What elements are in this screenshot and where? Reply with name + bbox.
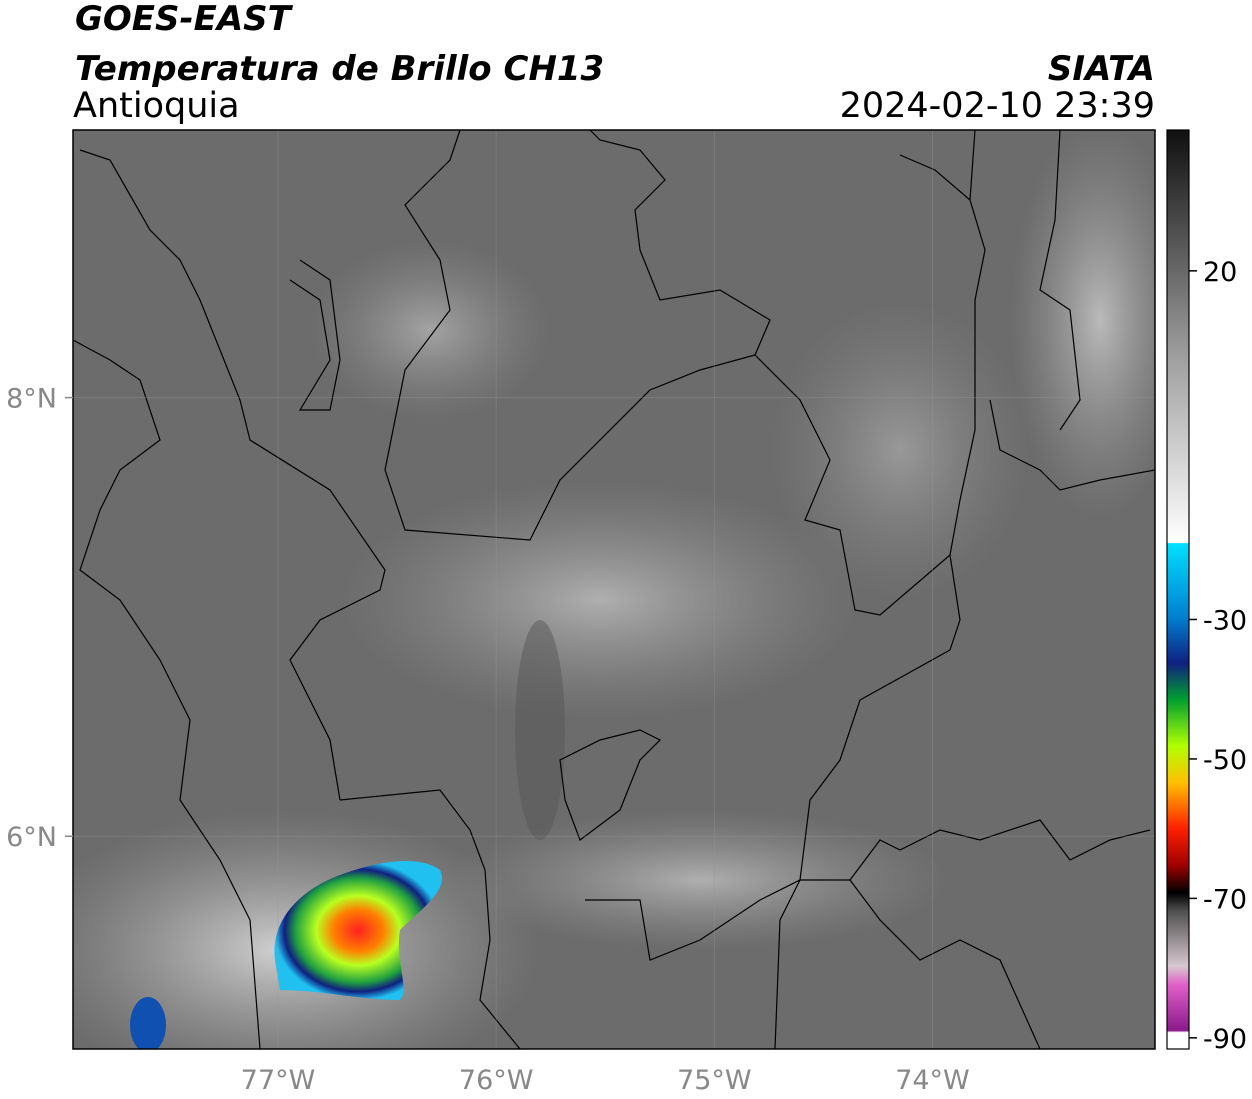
colorbar-label: -90 xyxy=(1203,1024,1247,1055)
lon-label: 75°W xyxy=(677,1065,752,1096)
subtitle: Temperatura de Brillo CH13 xyxy=(75,49,604,89)
lon-label: 76°W xyxy=(459,1065,534,1096)
datetime: 2024-02-10 23:39 xyxy=(840,86,1155,126)
colorbar-label: -70 xyxy=(1203,884,1247,915)
lon-label: 74°W xyxy=(895,1065,970,1096)
borders xyxy=(73,130,1155,1049)
region: Antioquia xyxy=(73,86,240,126)
colorbar xyxy=(1166,129,1190,1050)
colorbar-label: 20 xyxy=(1203,257,1237,288)
map-frame xyxy=(72,129,1156,1050)
source: SIATA xyxy=(1048,49,1155,89)
title: GOES-EAST xyxy=(75,0,294,39)
lon-label: 77°W xyxy=(241,1065,316,1096)
lat-label: 8°N xyxy=(6,384,57,415)
colorbar-label: -30 xyxy=(1203,605,1247,636)
lat-label: 6°N xyxy=(6,822,57,853)
colorbar-label: -50 xyxy=(1203,745,1247,776)
graticule xyxy=(73,130,1155,1049)
map-image xyxy=(73,130,1155,1049)
